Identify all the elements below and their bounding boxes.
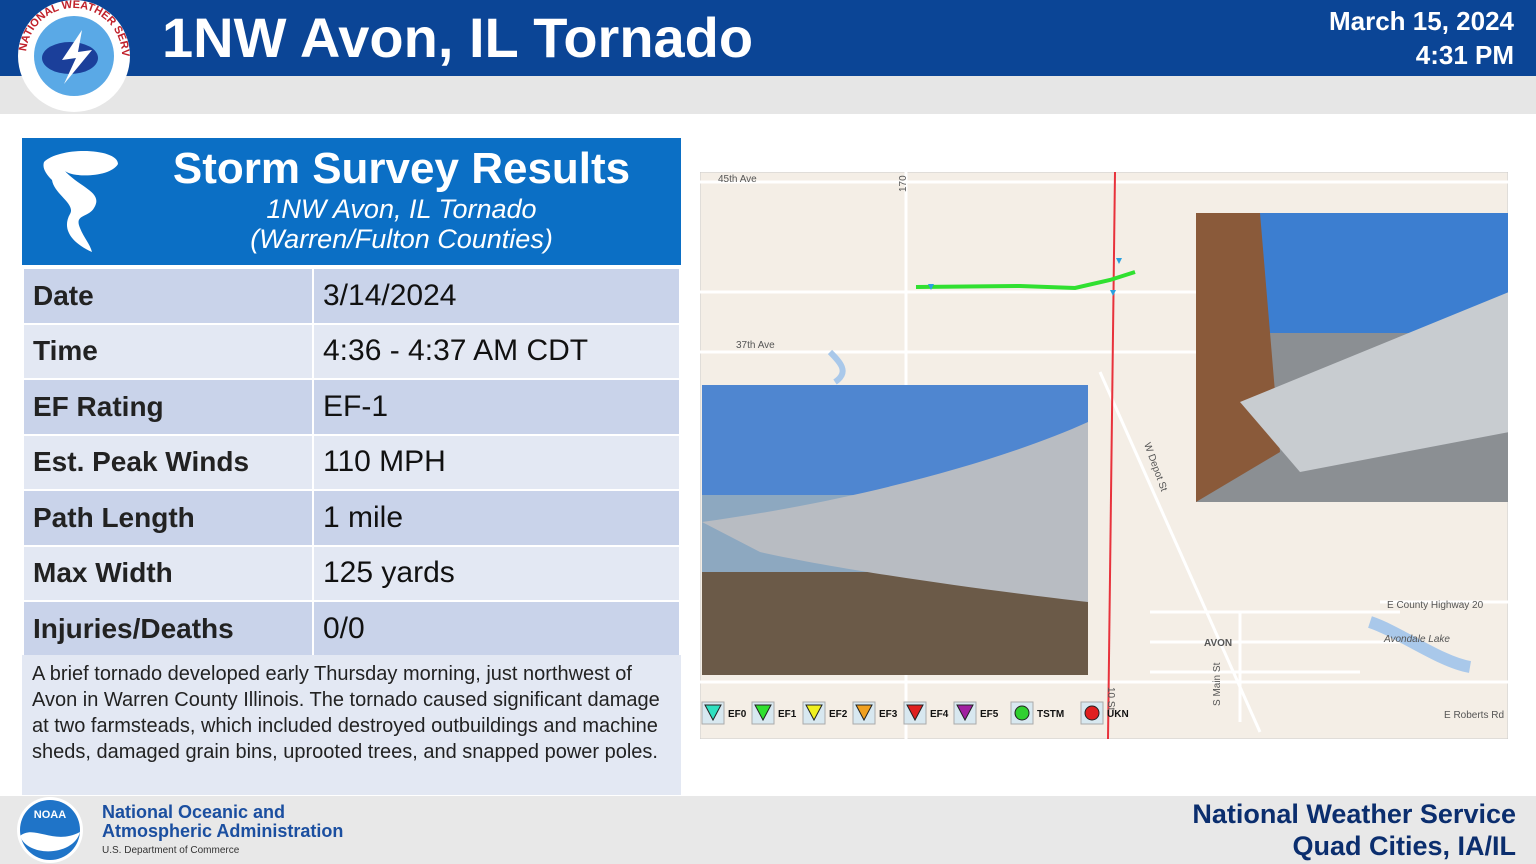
legend-label: EF3 [879, 709, 898, 720]
row-value: 1 mile [312, 489, 681, 547]
row-value: 110 MPH [312, 433, 681, 491]
row-value: 0/0 [312, 600, 681, 658]
row-value: 125 yards [312, 544, 681, 602]
legend-symbol [956, 704, 974, 722]
nws-logo: NATIONAL WEATHER SERVICE [12, 0, 131, 112]
legend-label: EF5 [980, 709, 999, 720]
noaa-logo: NOAA [17, 797, 83, 863]
table-row: Injuries/Deaths 0/0 [22, 600, 681, 658]
survey-table: Date 3/14/2024 Time 4:36 - 4:37 AM CDT EF Ra… [22, 267, 681, 658]
legend-label: TSTM [1037, 709, 1064, 720]
tornado-track [915, 270, 1136, 291]
row-value: 3/14/2024 [312, 267, 681, 325]
date: March 15, 2024 [1328, 6, 1514, 36]
map-label: 37th Ave [736, 340, 775, 351]
tornado-icon [43, 150, 119, 252]
table-row: Max Width 125 yards [22, 544, 681, 602]
lake [1367, 616, 1472, 673]
header-band [0, 76, 1536, 114]
row-label: Time [22, 322, 314, 380]
legend-symbol [704, 704, 722, 722]
photo-metal [1240, 292, 1508, 472]
header-bar [0, 0, 1536, 76]
county-line [1107, 172, 1116, 739]
legend-symbol [1084, 705, 1100, 721]
map-label: 45th Ave [718, 174, 757, 185]
description: A brief tornado developed early Thursday… [22, 655, 681, 795]
legend-symbol [855, 704, 873, 722]
legend-symbol [1014, 705, 1030, 721]
map-label: 170 [898, 175, 909, 192]
time: 4:31 PM [1415, 40, 1514, 70]
office-line: Quad Cities, IA/IL [1292, 831, 1516, 861]
datetime: March 15, 2024 4:31 PM [1329, 4, 1514, 72]
map-label: 10 St [1105, 687, 1116, 711]
map-label: S Main St [1212, 662, 1223, 706]
photo-metal [702, 422, 1088, 602]
row-label: Date [22, 267, 314, 325]
org-line: National Oceanic and [102, 802, 286, 822]
office-line: National Weather Service [1192, 799, 1516, 829]
legend: EF0 EF1 EF2 EF3 EF4 EF5 TSTM UKN [701, 701, 1129, 725]
map-label: AVON [1204, 638, 1232, 649]
legend-label: EF2 [829, 709, 848, 720]
row-label: Path Length [22, 489, 314, 547]
survey-points [928, 258, 1122, 296]
page-title: 1NW Avon, IL Tornado [162, 6, 754, 69]
org-line: Atmospheric Administration [102, 821, 344, 841]
map-label: E County Highway 20 [1387, 600, 1484, 611]
table-row: Est. Peak Winds 110 MPH [22, 433, 681, 491]
row-label: Injuries/Deaths [22, 600, 314, 658]
row-label: EF Rating [22, 378, 314, 436]
office: National Weather Service Quad Cities, IA/… [1192, 798, 1516, 862]
survey-title: Storm Survey Results [172, 144, 631, 193]
survey-header: Storm Survey Results 1NW Avon, IL Tornad… [22, 138, 681, 265]
legend-symbol [754, 704, 772, 722]
survey-subtitle: 1NW Avon, IL Tornado [266, 194, 537, 224]
river [827, 349, 846, 385]
legend-symbol [805, 704, 823, 722]
map-label: Avondale Lake [1383, 634, 1450, 645]
legend-label: UKN [1107, 709, 1129, 720]
table-row: EF Rating EF-1 [22, 378, 681, 436]
legend-label: EF1 [778, 709, 797, 720]
photo-wood [1196, 213, 1280, 502]
legend-label: EF0 [728, 709, 747, 720]
map-label: E Roberts Rd [1444, 710, 1504, 721]
row-label: Max Width [22, 544, 314, 602]
table-row: Path Length 1 mile [22, 489, 681, 547]
footer [0, 796, 1536, 864]
row-value: 4:36 - 4:37 AM CDT [312, 322, 681, 380]
survey-counties: (Warren/Fulton Counties) [250, 224, 553, 254]
row-label: Est. Peak Winds [22, 433, 314, 491]
table-row: Date 3/14/2024 [22, 267, 681, 325]
department: U.S. Department of Commerce [102, 845, 240, 856]
table-row: Time 4:36 - 4:37 AM CDT [22, 322, 681, 380]
legend-symbol [906, 704, 924, 722]
row-value: EF-1 [312, 378, 681, 436]
noaa-logo-text: NOAA [34, 809, 66, 821]
legend-label: EF4 [930, 709, 949, 720]
